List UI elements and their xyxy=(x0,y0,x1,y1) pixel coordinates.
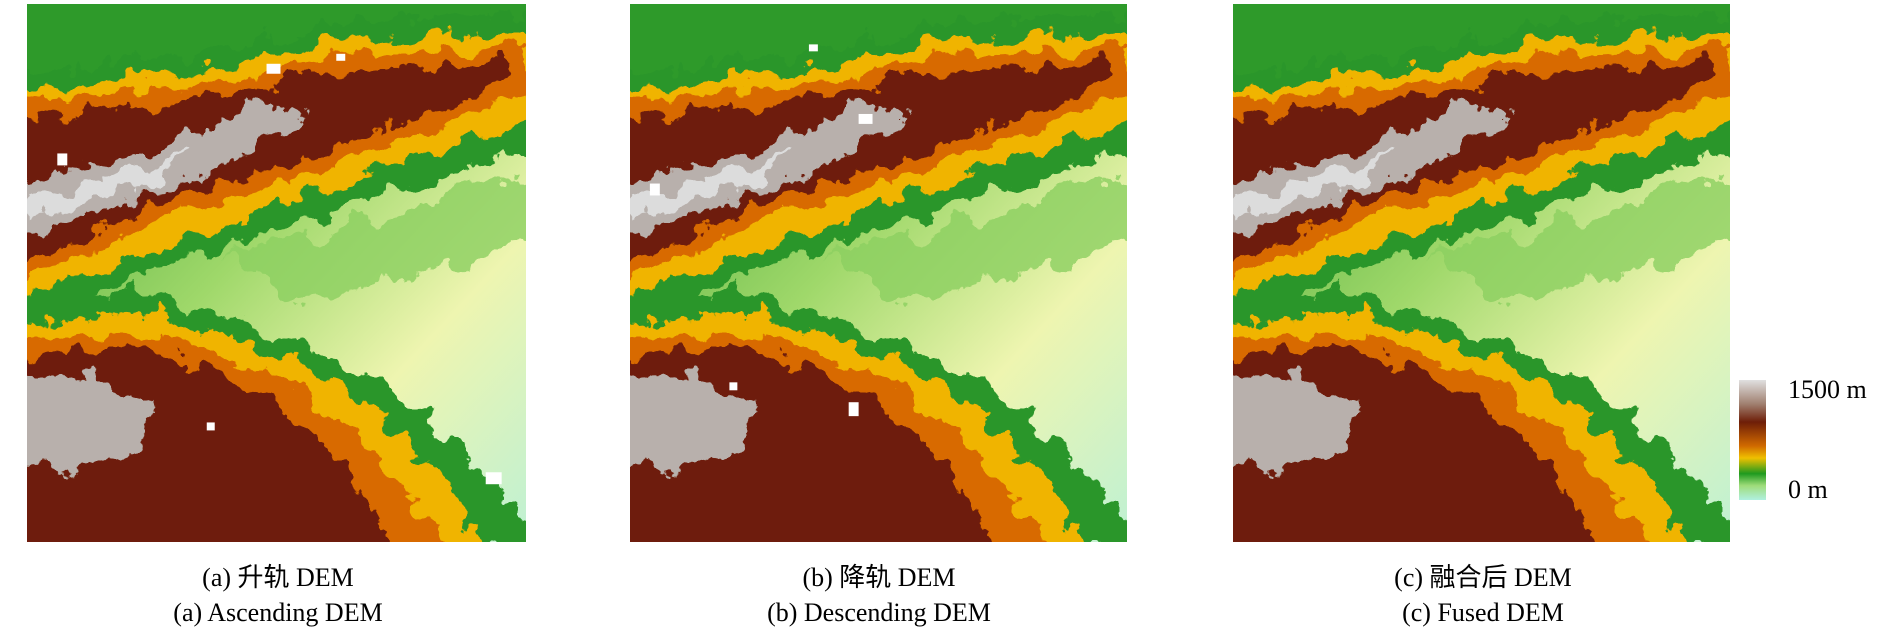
dem-image-a xyxy=(8,0,546,562)
colorbar-min-label: 0 m xyxy=(1788,475,1828,504)
caption-cn: (c) 融合后 DEM xyxy=(1394,563,1572,592)
caption-en: (b) Descending DEM xyxy=(767,598,991,627)
caption-cn: (b) 降轨 DEM xyxy=(802,563,955,592)
dem-image-c xyxy=(1213,0,1750,561)
dem-image-b xyxy=(610,0,1147,561)
caption-en: (c) Fused DEM xyxy=(1402,598,1564,627)
colorbar-max-label: 1500 m xyxy=(1788,375,1867,404)
colorbar xyxy=(1739,380,1766,500)
caption-cn: (a) 升轨 DEM xyxy=(202,563,354,592)
caption-en: (a) Ascending DEM xyxy=(173,598,382,627)
